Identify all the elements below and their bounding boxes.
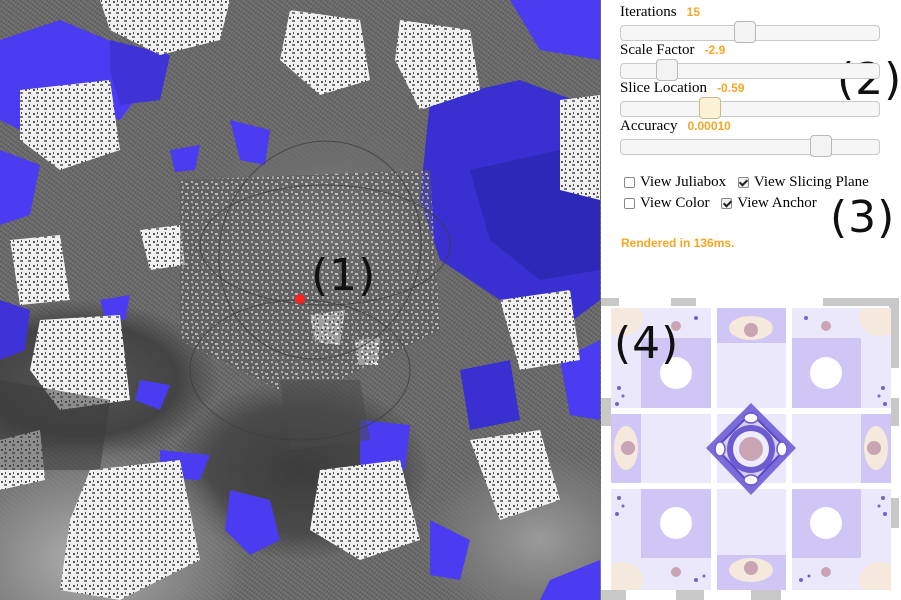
view-anchor-option[interactable]: View Anchor	[721, 195, 817, 212]
accuracy-value: 0.00010	[687, 119, 731, 133]
view-color-label: View Color	[640, 195, 710, 211]
accuracy-slider-thumb[interactable]	[810, 135, 832, 157]
slice-location-value: -0.59	[717, 81, 745, 95]
fractal-render	[0, 0, 600, 600]
white-fractal-regions	[0, 0, 600, 600]
anchor-point[interactable]	[295, 294, 305, 304]
iterations-control: Iterations 15	[620, 3, 882, 43]
preview-frame-bottom-2	[751, 590, 781, 600]
view-juliabox-option[interactable]: View Juliabox	[624, 174, 726, 191]
slice-image	[611, 308, 891, 590]
preview-frame-left	[601, 398, 611, 426]
region-label-4: (4)	[614, 318, 680, 369]
iterations-value: 15	[686, 5, 701, 19]
view-slicing-plane-label: View Slicing Plane	[753, 174, 869, 190]
preview-frame-bottom	[676, 590, 704, 600]
scale-factor-label: Scale Factor	[620, 42, 695, 58]
slice-location-slider[interactable]	[620, 97, 880, 119]
preview-frame-tl	[601, 298, 619, 306]
slice-location-label: Slice Location	[620, 80, 708, 96]
blue-fractal-regions	[0, 0, 600, 600]
preview-frame-top	[671, 298, 696, 306]
view-color-checkbox[interactable]	[624, 198, 635, 209]
controls-panel: (2) Iterations 15 Scale Factor -2.9 Slic…	[601, 0, 901, 600]
scale-factor-control: Scale Factor -2.9	[620, 41, 882, 81]
slice-location-control: Slice Location -0.59	[620, 79, 882, 119]
accuracy-slider[interactable]	[620, 135, 880, 157]
view-juliabox-checkbox[interactable]	[624, 177, 635, 188]
preview-frame-right-3	[889, 498, 899, 528]
view-juliabox-label: View Juliabox	[640, 174, 727, 190]
preview-frame-right-2	[889, 398, 899, 426]
region-label-3: (3)	[830, 192, 896, 243]
view-slicing-plane-checkbox[interactable]	[737, 177, 749, 188]
accuracy-label: Accuracy	[620, 118, 678, 134]
preview-frame-bl	[601, 590, 626, 600]
gray-fractal-regions	[0, 170, 440, 470]
view-anchor-checkbox[interactable]	[721, 198, 733, 209]
iterations-slider-thumb[interactable]	[734, 21, 756, 43]
fractal-viewport[interactable]: (1)	[0, 0, 601, 600]
iterations-label: Iterations	[620, 4, 677, 20]
scale-factor-slider[interactable]	[620, 59, 880, 81]
accuracy-control: Accuracy 0.00010	[620, 117, 882, 157]
preview-frame-tr	[823, 298, 889, 306]
view-color-option[interactable]: View Color	[624, 195, 710, 212]
scale-factor-value: -2.9	[704, 43, 726, 57]
slice-preview: (4)	[601, 298, 901, 600]
view-anchor-label: View Anchor	[737, 195, 817, 211]
view-options-row-2: View Color View Anchor	[624, 195, 825, 214]
scale-factor-slider-thumb[interactable]	[656, 59, 678, 81]
view-options-row-1: View Juliabox View Slicing Plane	[624, 174, 877, 193]
iterations-slider[interactable]	[620, 21, 880, 43]
slice-location-slider-thumb[interactable]	[699, 97, 721, 119]
view-slicing-plane-option[interactable]: View Slicing Plane	[737, 174, 869, 191]
render-status: Rendered in 136ms.	[621, 236, 735, 250]
region-label-1: (1)	[311, 250, 377, 301]
preview-frame-right-1	[889, 298, 899, 368]
